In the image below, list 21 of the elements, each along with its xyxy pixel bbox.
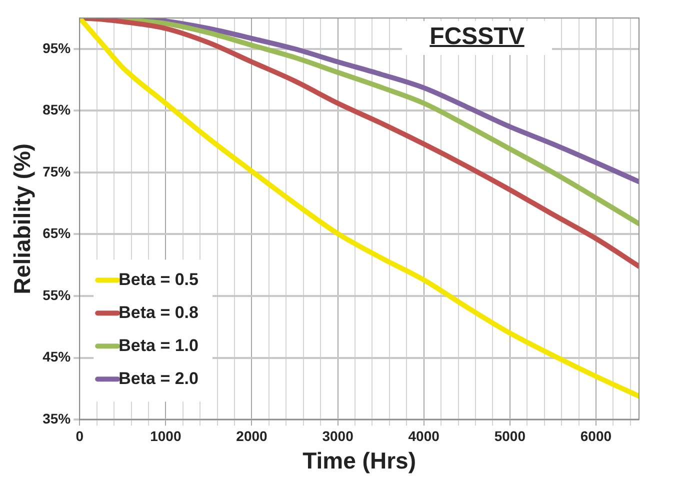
y-tick-label: 35% [42,410,72,426]
x-axis-title: Time (Hrs) [302,448,416,474]
legend-label: Beta = 2.0 [118,368,198,388]
legend-label: Beta = 0.5 [118,270,198,289]
y-tick-label: 55% [42,286,72,303]
x-tick-label: 0 [76,428,84,444]
y-tick-label: 75% [42,163,72,180]
legend-label: Beta = 1.0 [118,336,198,355]
y-tick-label: 65% [42,225,72,242]
x-tick-label: 5000 [494,428,526,444]
y-tick-label: 45% [42,348,72,365]
x-tick-label: 2000 [236,428,268,444]
x-tick-label: 6000 [580,428,612,444]
x-tick-label: 4000 [408,428,440,444]
chart-title: FCSSTV [430,23,524,50]
y-axis-title: Reliability (%) [9,143,36,294]
y-tick-label: 95% [42,40,72,56]
legend-label: Beta = 0.8 [118,302,198,322]
x-tick-label: 3000 [322,428,354,444]
y-tick-label: 85% [42,102,72,118]
x-tick-label: 1000 [150,428,182,444]
